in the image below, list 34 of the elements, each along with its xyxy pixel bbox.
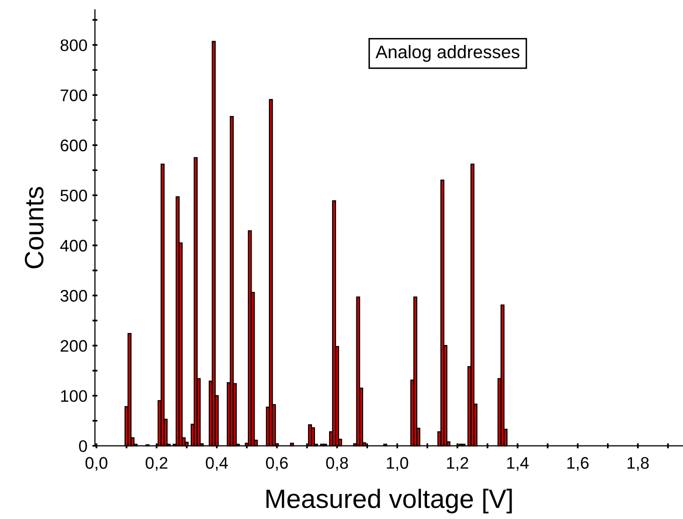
y-tick-label: 0 (79, 440, 87, 452)
bar (440, 180, 444, 446)
y-tick-label: 800 (60, 39, 87, 52)
x-tick-label: 1,4 (507, 457, 529, 471)
y-tick-label: 200 (60, 340, 87, 352)
x-tick-label: 1,8 (628, 457, 649, 471)
y-tick-label: 300 (60, 290, 87, 302)
bar (268, 99, 273, 446)
bar (194, 157, 198, 446)
bar (470, 164, 474, 446)
x-tick-label: 0,6 (266, 457, 288, 471)
x-tick-label: 0,8 (326, 457, 348, 471)
bar (128, 333, 132, 446)
bar (332, 200, 336, 446)
y-axis-title: Counts (24, 186, 44, 268)
x-axis-title: Measured voltage [V] (266, 488, 512, 514)
bar (356, 296, 360, 446)
y-tick-label: 400 (60, 240, 87, 252)
y-tick-label: 500 (60, 190, 87, 202)
bar (160, 164, 165, 446)
x-tick-label: 0,0 (86, 457, 108, 471)
bar (230, 116, 234, 446)
annotation: Analog addresses (376, 45, 520, 62)
x-tick-label: 0,4 (206, 457, 228, 471)
x-tick-label: 1,2 (447, 457, 468, 471)
x-tick-label: 1,0 (386, 457, 408, 471)
y-tick-label: 600 (60, 140, 87, 152)
bar (413, 296, 418, 446)
x-tick-label: 0,2 (146, 457, 168, 471)
bar (311, 427, 315, 446)
x-tick-label: 1,6 (567, 457, 589, 471)
bar (500, 304, 505, 446)
y-tick-label: 100 (61, 390, 87, 402)
y-tick-label: 700 (60, 89, 87, 102)
